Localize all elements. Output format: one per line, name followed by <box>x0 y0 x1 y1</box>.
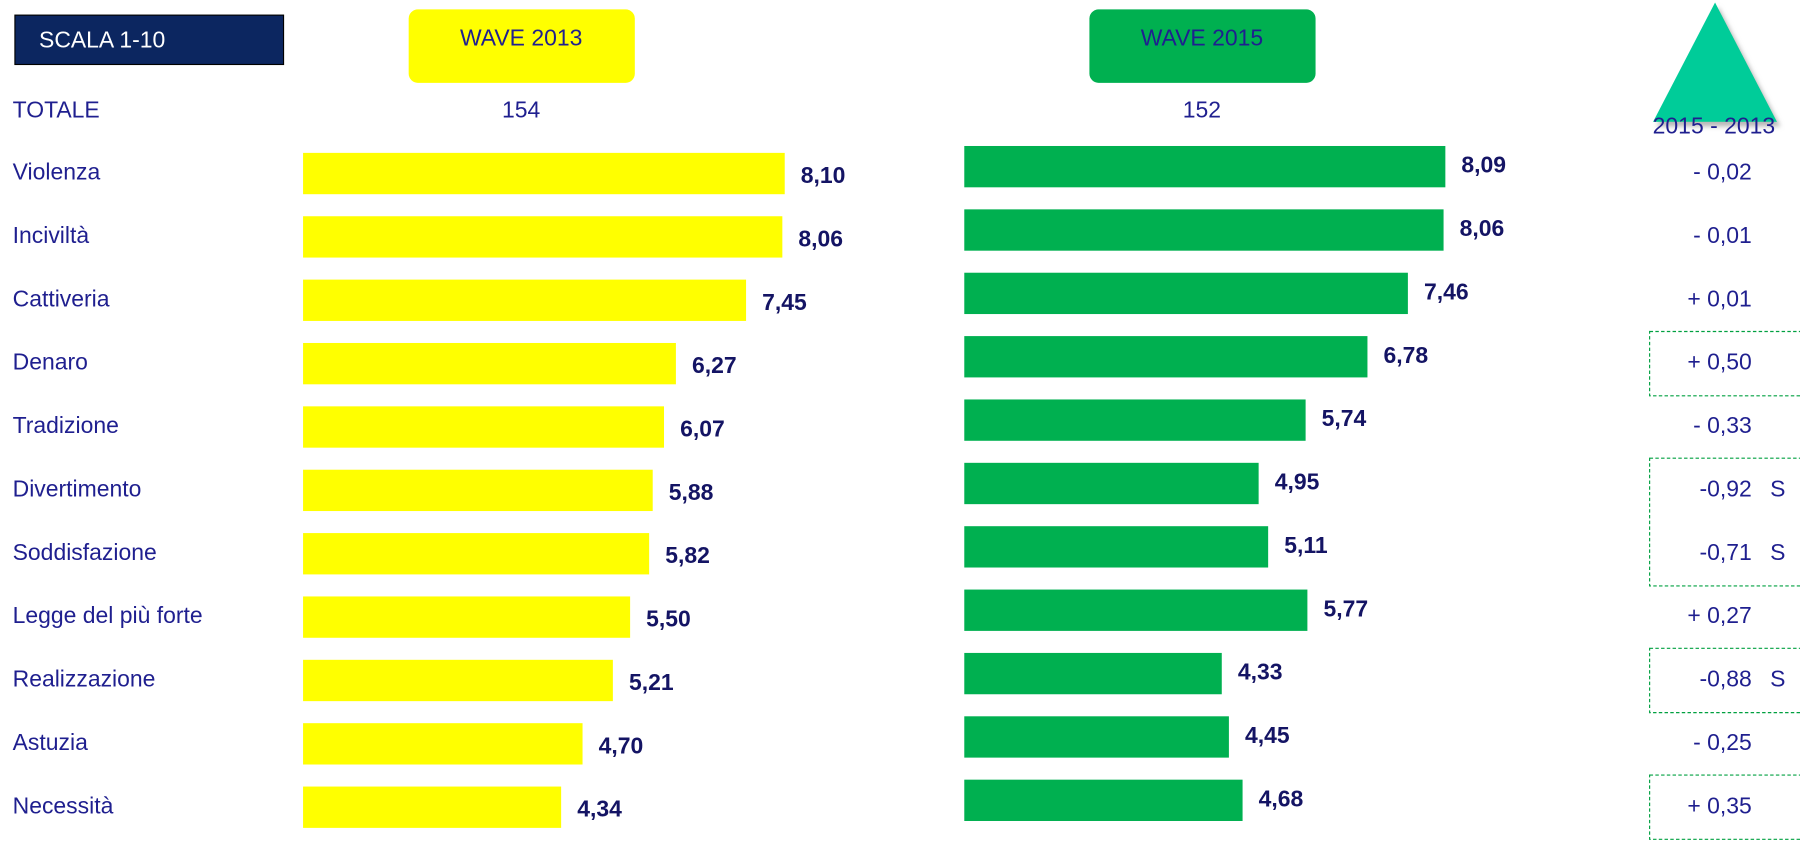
difference-label: + 0,50 <box>1687 349 1751 375</box>
significance-flag: S <box>1770 475 1785 501</box>
category-label: Violenza <box>13 159 101 185</box>
scale-box <box>14 14 285 66</box>
category-label: Inciviltà <box>13 222 90 248</box>
value-label: 4,33 <box>1238 659 1283 685</box>
category-label: Denaro <box>13 349 88 375</box>
difference-label: - 0,01 <box>1693 222 1752 248</box>
significance-box <box>1649 647 1800 714</box>
difference-label: - 0,33 <box>1693 412 1752 438</box>
value-label: 8,06 <box>1460 215 1505 241</box>
differences-title: 2015 - 2013 <box>1653 113 1775 139</box>
difference-label: -0,71 <box>1699 539 1751 565</box>
bar <box>303 596 631 638</box>
bar <box>964 652 1222 695</box>
category-label: Divertimento <box>13 475 142 501</box>
category-label: Realizzazione <box>13 666 156 692</box>
bar <box>303 342 676 385</box>
bar <box>303 152 785 195</box>
scale-label: SCALA 1-10 <box>39 27 165 53</box>
bar <box>964 462 1259 505</box>
significance-flag: S <box>1770 539 1785 565</box>
bar <box>964 589 1308 631</box>
category-label: Necessità <box>13 792 114 818</box>
difference-label: + 0,35 <box>1687 792 1751 818</box>
bar <box>303 216 783 258</box>
value-label: 7,45 <box>762 289 807 315</box>
series-header <box>1089 9 1316 83</box>
bar <box>964 526 1269 568</box>
value-label: 8,10 <box>801 162 846 188</box>
value-label: 7,46 <box>1424 278 1469 304</box>
bar <box>964 209 1444 251</box>
bar <box>964 145 1446 188</box>
category-label: Cattiveria <box>13 285 110 311</box>
value-label: 5,50 <box>646 606 691 632</box>
difference-label: -0,88 <box>1699 666 1751 692</box>
category-label: Soddisfazione <box>13 539 157 565</box>
value-label: 6,27 <box>692 352 737 378</box>
bar <box>303 406 665 448</box>
value-label: 4,68 <box>1259 785 1304 811</box>
value-label: 5,11 <box>1284 532 1328 558</box>
bar <box>303 533 650 575</box>
value-label: 8,09 <box>1461 152 1506 178</box>
category-label: Tradizione <box>13 412 119 438</box>
value-label: 4,95 <box>1275 469 1320 495</box>
significance-box <box>1649 330 1800 397</box>
bar <box>303 279 747 321</box>
significance-flag: S <box>1770 666 1785 692</box>
total-label: TOTALE <box>13 97 100 123</box>
series-total: 154 <box>502 97 541 123</box>
bar <box>303 786 562 828</box>
bar <box>303 659 613 702</box>
category-label: Astuzia <box>13 729 88 755</box>
series-header <box>408 9 635 83</box>
series-name: WAVE 2013 <box>460 24 582 50</box>
value-label: 6,07 <box>680 416 725 442</box>
value-label: 4,70 <box>599 732 644 758</box>
bar <box>964 399 1306 441</box>
value-label: 5,77 <box>1323 595 1368 621</box>
bar <box>303 469 653 512</box>
series-total: 152 <box>1183 97 1221 123</box>
bar <box>303 723 583 765</box>
bar <box>964 272 1408 315</box>
value-label: 8,06 <box>798 225 843 251</box>
difference-label: - 0,02 <box>1693 159 1752 185</box>
bar <box>964 716 1229 758</box>
bar <box>964 779 1243 821</box>
difference-label: + 0,27 <box>1687 602 1751 628</box>
delta-triangle <box>1653 2 1778 122</box>
value-label: 6,78 <box>1384 342 1429 368</box>
value-label: 5,88 <box>669 479 714 505</box>
difference-label: -0,92 <box>1699 475 1751 501</box>
difference-label: + 0,01 <box>1687 285 1751 311</box>
value-label: 4,45 <box>1245 722 1290 748</box>
series-name: WAVE 2015 <box>1141 24 1263 50</box>
value-label: 5,82 <box>665 542 710 568</box>
value-label: 5,21 <box>629 669 674 695</box>
significance-box <box>1649 457 1800 587</box>
difference-label: - 0,25 <box>1693 729 1752 755</box>
category-label: Legge del più forte <box>13 602 203 628</box>
value-label: 4,34 <box>577 796 622 822</box>
significance-box <box>1649 774 1800 840</box>
value-label: 5,74 <box>1322 405 1367 431</box>
bar <box>964 336 1368 378</box>
